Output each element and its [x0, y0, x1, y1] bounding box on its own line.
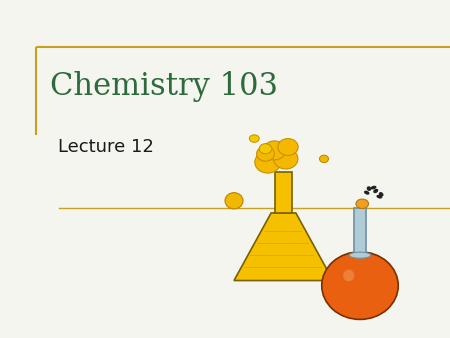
Text: Lecture 12: Lecture 12	[58, 138, 154, 156]
Ellipse shape	[256, 146, 274, 161]
Ellipse shape	[255, 151, 281, 173]
Ellipse shape	[322, 252, 398, 319]
Ellipse shape	[274, 149, 298, 169]
Ellipse shape	[376, 195, 382, 199]
Polygon shape	[234, 213, 333, 281]
Ellipse shape	[259, 144, 272, 154]
Ellipse shape	[373, 189, 378, 193]
Ellipse shape	[379, 192, 383, 197]
Ellipse shape	[349, 252, 371, 258]
Ellipse shape	[356, 199, 369, 209]
Ellipse shape	[263, 141, 286, 160]
Ellipse shape	[278, 139, 298, 155]
Ellipse shape	[364, 191, 369, 195]
Polygon shape	[275, 172, 292, 213]
Ellipse shape	[367, 186, 371, 191]
Ellipse shape	[225, 193, 243, 209]
Ellipse shape	[320, 155, 328, 163]
Ellipse shape	[370, 186, 377, 190]
Polygon shape	[354, 208, 366, 255]
Ellipse shape	[249, 135, 259, 142]
Text: Chemistry 103: Chemistry 103	[50, 71, 278, 102]
Ellipse shape	[343, 270, 355, 281]
